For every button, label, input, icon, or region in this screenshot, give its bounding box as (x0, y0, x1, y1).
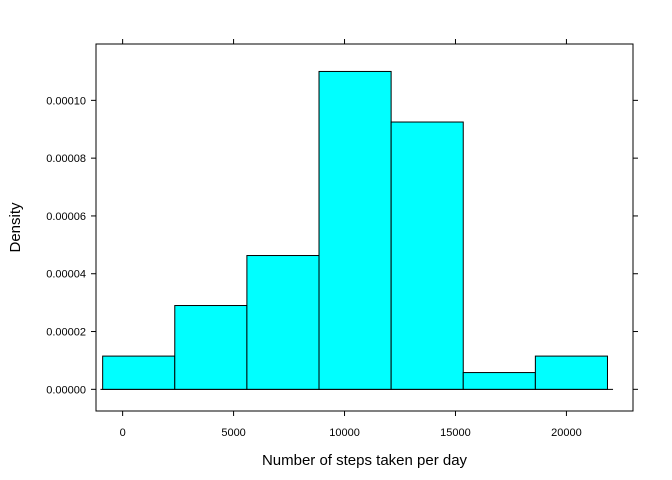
y-tick-label: 0.00010 (46, 95, 86, 107)
histogram-bar-7 (534, 355, 608, 390)
histogram-bar-3 (246, 255, 320, 390)
x-tick-label: 15000 (440, 427, 471, 439)
x-tick-label: 20000 (551, 427, 582, 439)
y-tick-label: 0.00006 (46, 211, 86, 223)
x-axis-title: Number of steps taken per day (262, 452, 468, 469)
histogram-bars (100, 70, 614, 390)
y-tick-label: 0.00008 (46, 153, 86, 165)
y-axis-ticks: 0.00000 0.00002 0.00004 0.00006 0.00008 0.000… (46, 95, 638, 396)
y-tick-label: 0.00004 (46, 269, 86, 281)
histogram-bar-2 (174, 305, 248, 390)
x-tick-label: 0 (120, 427, 126, 439)
y-tick-label: 0.00002 (46, 327, 86, 339)
x-tick-label: 5000 (221, 427, 245, 439)
y-tick-label: 0.00000 (46, 384, 86, 396)
x-tick-label: 10000 (329, 427, 360, 439)
plot-frame (95, 43, 634, 412)
histogram-bar-6 (462, 372, 536, 390)
y-axis-title: Density (7, 202, 24, 253)
histogram-bar-5 (390, 121, 464, 390)
histogram-bar-1 (102, 355, 176, 390)
x-axis-ticks: 0 5000 10000 15000 20000 (120, 39, 582, 439)
histogram-bar-4 (318, 70, 392, 390)
